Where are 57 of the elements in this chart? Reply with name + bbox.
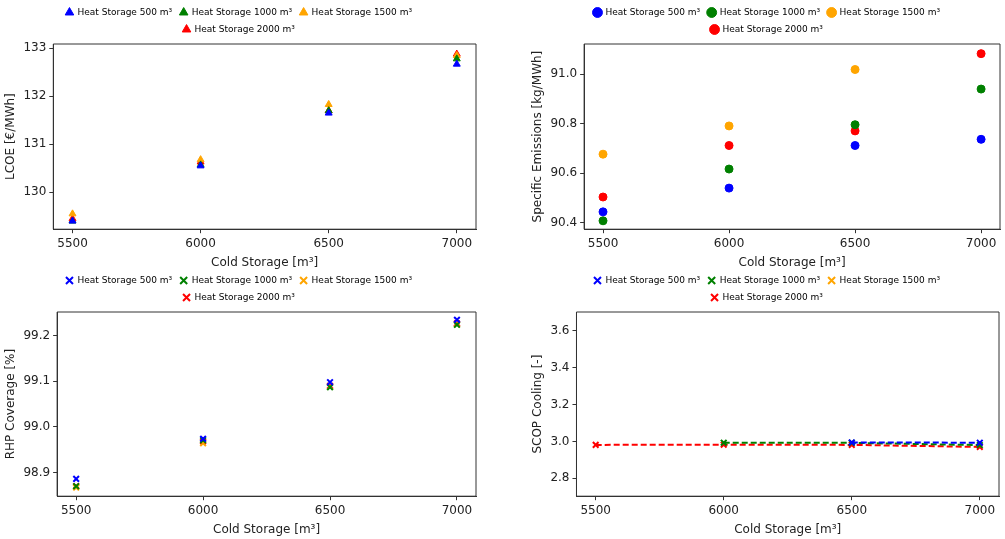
y-tick-label: 131 xyxy=(23,136,47,151)
legend-label: Heat Storage 2000 m³ xyxy=(194,291,296,302)
y-tick-label: 91.0 xyxy=(550,66,578,81)
y-axis-title: RHP Coverage [%] xyxy=(3,348,18,460)
y-tick-label: 99.2 xyxy=(23,327,51,342)
x-tick-label: 5500 xyxy=(57,235,88,250)
legend-label: Heat Storage 500 m³ xyxy=(605,274,701,285)
x-axis-title: Cold Storage [m³] xyxy=(734,521,842,536)
legend-label: Heat Storage 1500 m³ xyxy=(311,6,413,17)
x-tick-label: 6500 xyxy=(314,502,346,517)
y-axis-title: Specific Emissions [kg/MWh] xyxy=(530,50,545,223)
legend-label: Heat Storage 500 m³ xyxy=(77,274,173,285)
legend-label: Heat Storage 1500 m³ xyxy=(839,274,941,285)
legend-label: Heat Storage 500 m³ xyxy=(77,6,173,17)
y-tick-label: 3.2 xyxy=(550,396,570,411)
x-tick-label: 6000 xyxy=(187,502,219,517)
x-tick-label: 6000 xyxy=(713,235,745,250)
x-tick-label: 5500 xyxy=(587,235,619,250)
x-tick-label: 6500 xyxy=(836,502,868,517)
y-tick-label: 130 xyxy=(23,184,47,199)
x-axis-title: Cold Storage [m³] xyxy=(738,254,846,269)
legend-label: Heat Storage 2000 m³ xyxy=(722,23,824,34)
x-tick-label: 6000 xyxy=(185,235,216,250)
y-tick-label: 3.6 xyxy=(550,322,570,337)
y-axis-title: LCOE [€/MWh] xyxy=(3,93,18,180)
legend-label: Heat Storage 1000 m³ xyxy=(719,6,821,17)
y-axis-title: SCOP Cooling [-] xyxy=(530,354,545,454)
y-tick-label: 90.6 xyxy=(550,165,578,180)
y-tick-label: 3.0 xyxy=(550,433,570,448)
legend-label: Heat Storage 2000 m³ xyxy=(194,23,296,34)
legend-label: Heat Storage 1500 m³ xyxy=(839,6,941,17)
legend-label: Heat Storage 2000 m³ xyxy=(722,291,824,302)
y-tick-label: 99.0 xyxy=(23,419,51,434)
x-tick-label: 6500 xyxy=(839,235,871,250)
x-tick-label: 7000 xyxy=(441,235,473,250)
legend-label: Heat Storage 500 m³ xyxy=(605,6,701,17)
y-tick-label: 99.1 xyxy=(23,373,51,388)
x-tick-label: 7000 xyxy=(965,235,997,250)
legend-label: Heat Storage 1000 m³ xyxy=(191,274,293,285)
y-tick-label: 90.4 xyxy=(550,214,578,229)
x-tick-label: 7000 xyxy=(964,502,996,517)
y-tick-label: 90.8 xyxy=(550,115,578,130)
x-axis-title: Cold Storage [m³] xyxy=(211,254,319,269)
y-tick-label: 3.4 xyxy=(550,359,570,374)
legend-label: Heat Storage 1000 m³ xyxy=(719,274,821,285)
y-tick-label: 2.8 xyxy=(550,470,570,485)
x-tick-label: 6000 xyxy=(708,502,739,517)
x-tick-label: 5500 xyxy=(580,502,611,517)
y-tick-label: 98.9 xyxy=(23,464,51,479)
legend-label: Heat Storage 1500 m³ xyxy=(311,274,413,285)
legend-label: Heat Storage 1000 m³ xyxy=(191,6,293,17)
x-tick-label: 7000 xyxy=(441,502,473,517)
x-tick-label: 6500 xyxy=(313,235,344,250)
x-tick-label: 5500 xyxy=(60,502,92,517)
y-tick-label: 132 xyxy=(23,88,47,103)
y-tick-label: 133 xyxy=(23,40,47,55)
x-axis-title: Cold Storage [m³] xyxy=(213,521,321,536)
